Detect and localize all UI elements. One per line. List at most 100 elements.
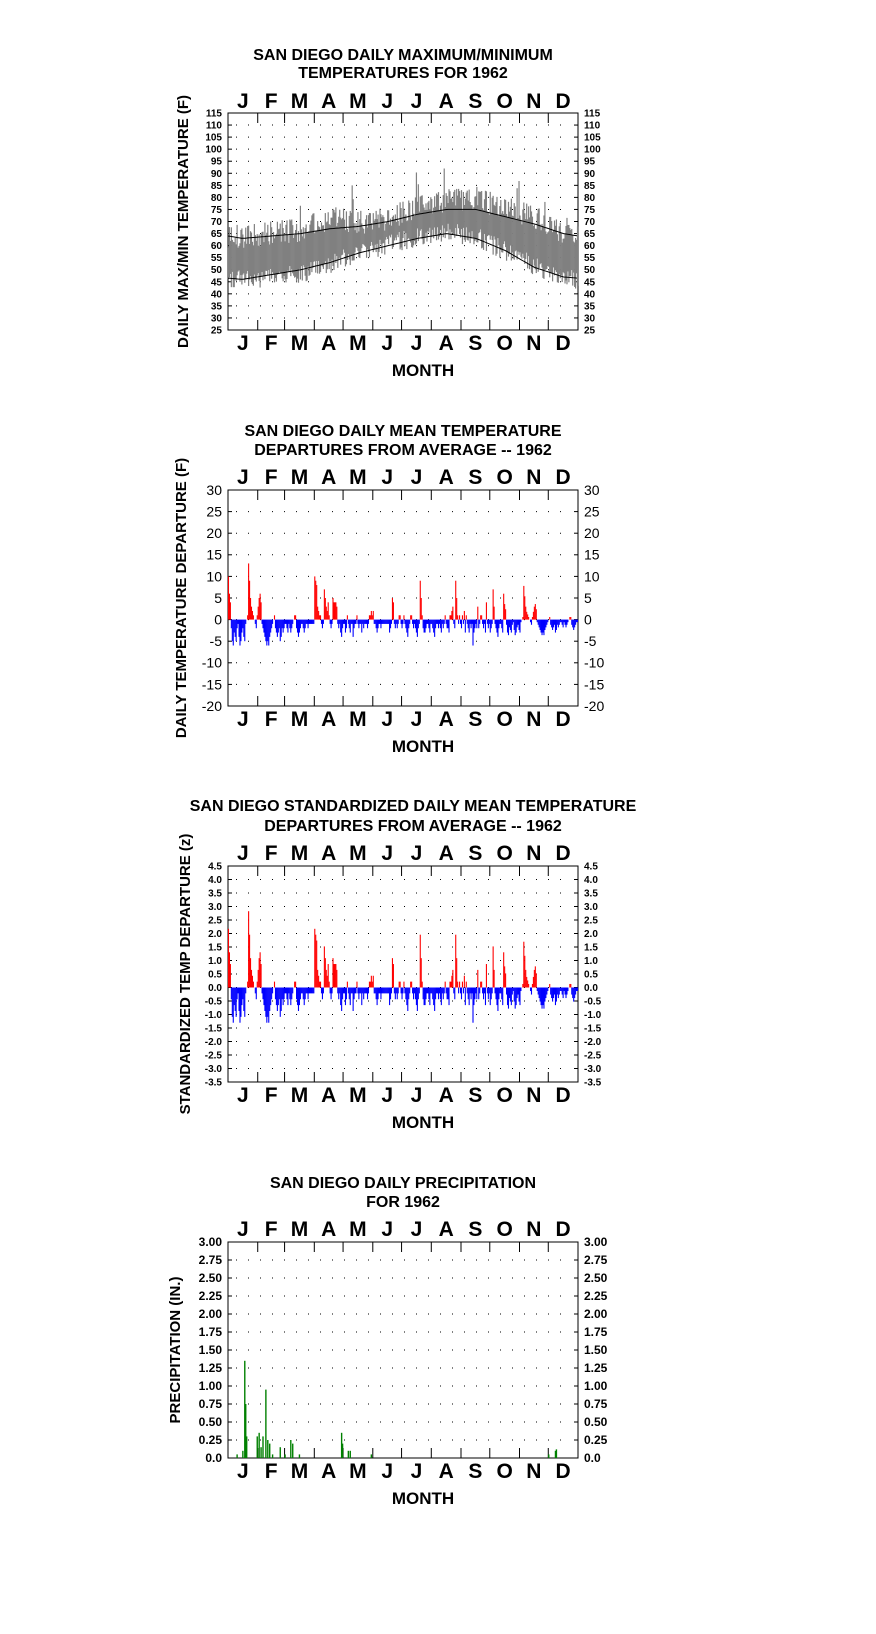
month-label-top: M	[291, 1218, 309, 1241]
y-tick-label-right: 4.5	[584, 862, 598, 873]
y-tick-label-right: 1.25	[584, 1361, 608, 1375]
month-label-bottom: S	[468, 1084, 482, 1107]
month-label-top: M	[291, 842, 309, 865]
month-label-top: F	[265, 466, 278, 489]
month-label-top: A	[439, 842, 454, 865]
y-tick-label-left: 1.75	[199, 1325, 223, 1339]
month-label-bottom: J	[237, 708, 249, 731]
month-label-top: N	[526, 90, 541, 113]
month-label-top: A	[439, 466, 454, 489]
y-tick-label-right: 105	[584, 133, 601, 144]
y-tick-label-right: 0.50	[584, 1415, 608, 1429]
y-tick-label-right: -5	[584, 633, 597, 649]
month-label-bottom: N	[526, 1460, 541, 1483]
month-label-bottom: A	[439, 1460, 454, 1483]
y-tick-label-right: 85	[584, 181, 596, 192]
precipitation-bars	[236, 1360, 558, 1458]
month-label-bottom: N	[526, 1084, 541, 1107]
y-tick-label-left: -5	[210, 633, 223, 649]
month-label-bottom: F	[265, 1084, 278, 1107]
y-tick-label-left: 0	[214, 612, 222, 628]
month-label-bottom: M	[291, 708, 309, 731]
month-label-top: S	[468, 90, 482, 113]
month-label-top: J	[237, 90, 249, 113]
y-axis-label: STANDARDIZED TEMP DEPARTURE (z)	[177, 834, 194, 1115]
y-tick-label-right: 5	[584, 590, 592, 606]
month-label-top: D	[556, 466, 571, 489]
month-label-top: J	[237, 1218, 249, 1241]
y-tick-label-right: 3.00	[584, 1235, 608, 1249]
month-label-top: M	[349, 1218, 367, 1241]
month-label-top: J	[381, 466, 393, 489]
y-tick-label-left: 0.25	[199, 1433, 223, 1447]
month-label-top: O	[496, 466, 512, 489]
month-label-bottom: M	[349, 332, 367, 355]
month-label-bottom: N	[526, 708, 541, 731]
month-label-bottom: A	[439, 332, 454, 355]
month-label-bottom: F	[265, 708, 278, 731]
month-label-bottom: A	[321, 708, 336, 731]
y-tick-label-left: -10	[202, 655, 222, 671]
y-tick-label-right: 0.75	[584, 1397, 608, 1411]
y-tick-label-right: 20	[584, 525, 600, 541]
y-tick-label-left: -1.5	[205, 1024, 223, 1035]
y-tick-label-right: -15	[584, 676, 604, 692]
y-tick-label-right: 3.0	[584, 902, 598, 913]
y-tick-label-right: 0.0	[584, 983, 598, 994]
y-tick-label-right: 0.25	[584, 1433, 608, 1447]
y-tick-label-left: 1.25	[199, 1361, 223, 1375]
y-tick-label-right: 115	[584, 109, 601, 120]
y-tick-label-right: 75	[584, 205, 596, 216]
y-tick-label-left: 50	[211, 265, 223, 276]
y-tick-label-left: 1.50	[199, 1343, 223, 1357]
y-tick-label-left: -0.5	[205, 997, 223, 1008]
y-tick-label-left: 1.5	[208, 943, 222, 954]
y-tick-label-right: -2.5	[584, 1051, 602, 1062]
y-axis-label: DAILY TEMPERATURE DEPARTURE (F)	[173, 458, 190, 738]
y-axis-label: PRECIPITATION (IN.)	[167, 1277, 184, 1424]
y-tick-label-right: -2.0	[584, 1037, 602, 1048]
y-tick-label-left: 40	[211, 289, 223, 300]
month-label-top: N	[526, 466, 541, 489]
y-tick-label-left: 90	[211, 169, 223, 180]
month-label-bottom: O	[496, 708, 512, 731]
y-tick-label-left: 65	[211, 229, 223, 240]
month-label-bottom: O	[496, 332, 512, 355]
month-label-top: M	[291, 466, 309, 489]
month-label-bottom: M	[349, 1084, 367, 1107]
month-label-top: A	[321, 842, 336, 865]
month-label-bottom: F	[265, 332, 278, 355]
y-tick-label-right: 40	[584, 289, 596, 300]
y-tick-label-right: 2.75	[584, 1253, 608, 1267]
month-label-bottom: J	[411, 708, 423, 731]
month-label-bottom: O	[496, 1084, 512, 1107]
month-label-bottom: A	[321, 332, 336, 355]
y-tick-label-right: 90	[584, 169, 596, 180]
month-label-top: A	[321, 1218, 336, 1241]
y-tick-label-right: 25	[584, 326, 596, 337]
month-label-top: M	[291, 90, 309, 113]
y-tick-label-right: 80	[584, 193, 596, 204]
month-label-top: A	[321, 466, 336, 489]
month-label-bottom: J	[237, 1460, 249, 1483]
y-tick-label-left: 0.0	[208, 983, 222, 994]
y-tick-label-right: 10	[584, 568, 600, 584]
y-tick-label-right: 2.50	[584, 1271, 608, 1285]
y-tick-label-right: 0.0	[584, 1451, 601, 1465]
chart-3: SAN DIEGO STANDARDIZED DAILY MEAN TEMPER…	[177, 798, 637, 1132]
y-tick-label-left: 3.00	[199, 1235, 223, 1249]
y-tick-label-right: 2.25	[584, 1289, 608, 1303]
month-label-top: F	[265, 842, 278, 865]
chart-1: SAN DIEGO DAILY MAXIMUM/MINIMUMTEMPERATU…	[175, 47, 601, 380]
month-label-bottom: M	[349, 1460, 367, 1483]
y-tick-label-left: 35	[211, 301, 223, 312]
month-label-top: M	[349, 466, 367, 489]
month-label-top: O	[496, 1218, 512, 1241]
y-tick-label-right: 60	[584, 241, 596, 252]
x-axis-label: MONTH	[392, 1113, 454, 1132]
month-label-top: J	[411, 1218, 423, 1241]
month-label-bottom: M	[291, 1084, 309, 1107]
y-tick-label-left: 3.0	[208, 902, 222, 913]
y-tick-label-left: 4.5	[208, 862, 222, 873]
